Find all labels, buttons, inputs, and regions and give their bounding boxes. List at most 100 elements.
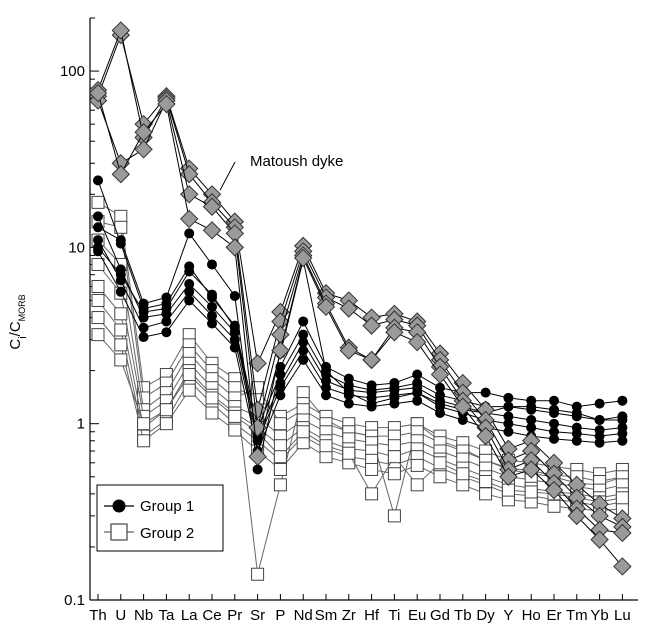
matoush-dyke-marker xyxy=(385,323,404,342)
matoush-dyke-series xyxy=(88,83,632,576)
y-tick-label: 0.1 xyxy=(64,592,85,609)
matoush-dyke-annotation: Matoush dyke xyxy=(219,153,343,191)
group1-marker xyxy=(138,322,149,333)
group1-marker xyxy=(594,414,605,425)
x-tick-label: Tm xyxy=(566,607,588,624)
y-tick-label: 1 xyxy=(77,416,85,433)
y-axis-label: Ci/CMORB xyxy=(7,294,29,349)
group2-marker xyxy=(387,509,401,523)
group1-marker xyxy=(457,414,468,425)
series-layer xyxy=(88,21,632,581)
group1-marker xyxy=(252,464,263,475)
x-ticks: Th U Nb Ta La Ce Pr Sr P Nd Sm Zr Hf Ti Eu Gd Tb Dy Y Ho Er T… xyxy=(89,594,631,624)
group1-marker xyxy=(549,404,559,415)
x-tick-label: Ho xyxy=(522,607,541,624)
group2-series xyxy=(91,328,629,509)
group2-marker xyxy=(365,487,379,501)
group2-marker xyxy=(387,467,401,481)
group2-marker xyxy=(296,425,310,439)
x-tick-label: Tb xyxy=(454,607,472,624)
x-tick-label: Pr xyxy=(227,607,242,624)
matoush-dyke-marker xyxy=(316,297,336,317)
group2-marker xyxy=(615,491,629,505)
group1-marker xyxy=(549,418,559,429)
group2-marker xyxy=(387,450,401,464)
group2-marker xyxy=(91,257,105,271)
group1-marker xyxy=(115,235,126,246)
group1-marker xyxy=(298,316,309,327)
group2-marker xyxy=(342,446,356,460)
group1-marker xyxy=(549,395,559,406)
group2-line xyxy=(97,221,623,475)
matoush-dyke-marker xyxy=(476,426,495,446)
x-tick-label: Zr xyxy=(342,607,356,624)
matoush-dyke-marker xyxy=(271,341,290,360)
x-tick-label: Ce xyxy=(202,607,221,624)
group1-marker xyxy=(412,387,423,398)
matoush-dyke-marker xyxy=(88,83,108,103)
group2-line xyxy=(97,239,623,483)
annotation-text: Matoush dyke xyxy=(250,153,343,170)
group1-marker xyxy=(184,278,195,289)
x-tick-label: Hf xyxy=(364,607,380,624)
matoush-dyke-marker xyxy=(544,480,564,500)
group1-marker xyxy=(343,387,354,398)
group1-series xyxy=(93,222,628,475)
group1-marker xyxy=(435,398,445,409)
group2-marker xyxy=(319,439,333,453)
group1-marker xyxy=(503,411,514,422)
group1-marker xyxy=(298,354,309,365)
group1-marker xyxy=(229,322,240,333)
matoush-dyke-marker xyxy=(407,332,427,352)
group1-line xyxy=(97,251,623,453)
group1-marker xyxy=(526,401,537,412)
group2-marker xyxy=(273,450,287,464)
group2-marker xyxy=(547,499,561,513)
group1-marker xyxy=(435,382,445,393)
x-tick-label: Sm xyxy=(315,607,338,624)
group2-marker xyxy=(251,567,265,581)
group1-marker xyxy=(229,342,240,353)
group1-marker xyxy=(526,422,537,433)
group2-marker xyxy=(114,338,128,352)
group1-marker xyxy=(594,437,605,448)
group1-marker xyxy=(412,395,423,406)
group1-marker xyxy=(161,303,172,314)
group1-marker xyxy=(161,327,172,338)
group2-marker xyxy=(182,368,196,382)
group2-marker xyxy=(137,417,151,431)
legend-group1-label: Group 1 xyxy=(140,498,194,515)
matoush-dyke-line xyxy=(97,33,623,519)
group2-marker xyxy=(205,391,219,405)
matoush-dyke-marker xyxy=(225,238,245,257)
matoush-dyke-marker xyxy=(453,397,473,416)
matoush-dyke-marker xyxy=(134,123,153,142)
group2-marker xyxy=(479,487,493,501)
group1-marker xyxy=(184,295,195,306)
matoush-dyke-marker xyxy=(613,523,632,543)
group2-marker xyxy=(91,328,105,342)
group1-line xyxy=(97,180,623,430)
group1-marker xyxy=(526,414,537,425)
group1-marker xyxy=(93,235,103,246)
group1-series xyxy=(93,242,628,442)
group2-marker xyxy=(91,279,105,293)
group1-marker xyxy=(161,292,172,303)
group2-marker xyxy=(456,478,470,492)
group1-marker xyxy=(549,433,559,444)
group1-marker xyxy=(343,373,354,384)
group1-marker xyxy=(321,382,331,393)
group2-marker xyxy=(114,353,128,367)
y-ticks: 0.1 1 10 100 xyxy=(60,17,99,609)
group1-marker xyxy=(298,337,309,348)
group2-marker xyxy=(319,450,333,464)
group2-marker xyxy=(524,485,538,499)
group2-marker xyxy=(114,307,128,321)
group1-marker xyxy=(321,365,331,376)
group2-marker xyxy=(205,406,219,420)
legend-group2-marker xyxy=(110,523,128,541)
group1-marker xyxy=(366,380,377,391)
group2-marker xyxy=(114,209,128,223)
matoush-dyke-marker xyxy=(248,418,267,437)
group2-marker xyxy=(114,323,128,337)
